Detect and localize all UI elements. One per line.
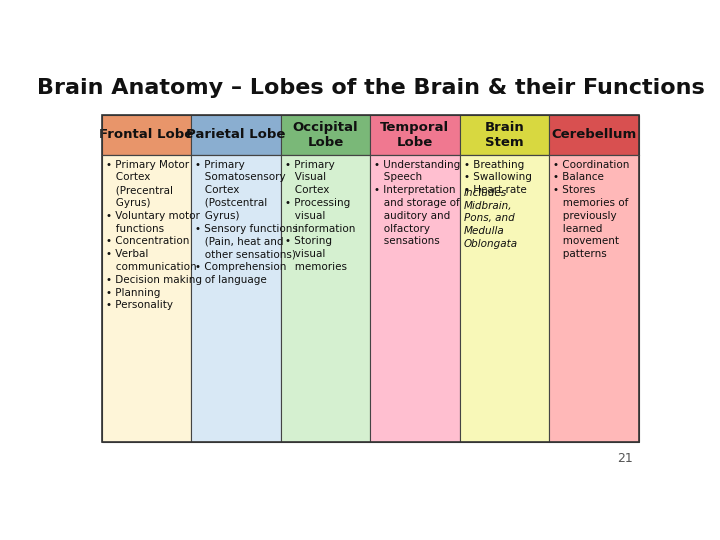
Text: • Primary
   Somatosensory
   Cortex
   (Postcentral
   Gyrus)
• Sensory functio: • Primary Somatosensory Cortex (Postcent… xyxy=(195,159,298,285)
Text: • Primary
   Visual
   Cortex
• Processing
   visual
   information
• Storing
  : • Primary Visual Cortex • Processing vis… xyxy=(284,159,355,272)
Text: Frontal Lobe: Frontal Lobe xyxy=(99,129,194,141)
Bar xyxy=(191,155,281,442)
Text: • Understanding
   Speech
• Interpretation
   and storage of
   auditory and
   : • Understanding Speech • Interpretation … xyxy=(374,159,460,246)
Text: Occipital
Lobe: Occipital Lobe xyxy=(292,121,359,149)
Bar xyxy=(102,155,191,442)
Bar xyxy=(370,115,459,155)
Text: 21: 21 xyxy=(617,452,632,465)
Bar xyxy=(102,115,191,155)
Text: Brain
Stem: Brain Stem xyxy=(485,121,524,149)
Text: • Primary Motor
   Cortex
   (Precentral
   Gyrus)
• Voluntary motor
   function: • Primary Motor Cortex (Precentral Gyrus… xyxy=(106,159,202,310)
Text: • Breathing
• Swallowing
• Heart rate: • Breathing • Swallowing • Heart rate xyxy=(464,159,531,208)
Bar xyxy=(281,155,370,442)
Bar xyxy=(549,115,639,155)
Bar xyxy=(191,115,281,155)
Bar xyxy=(459,115,549,155)
Text: Cerebellum: Cerebellum xyxy=(552,129,636,141)
Text: Temporal
Lobe: Temporal Lobe xyxy=(380,121,449,149)
Bar xyxy=(549,155,639,442)
Text: • Coordination
• Balance
• Stores
   memories of
   previously
   learned
   mov: • Coordination • Balance • Stores memori… xyxy=(553,159,629,259)
Bar xyxy=(281,115,370,155)
Bar xyxy=(102,115,639,442)
Text: Includes
Midbrain,
Pons, and
Medulla
Oblongata: Includes Midbrain, Pons, and Medulla Obl… xyxy=(464,188,518,249)
Bar xyxy=(370,155,459,442)
Text: Parietal Lobe: Parietal Lobe xyxy=(186,129,286,141)
Text: Brain Anatomy – Lobes of the Brain & their Functions: Brain Anatomy – Lobes of the Brain & the… xyxy=(37,78,704,98)
Bar xyxy=(459,155,549,442)
